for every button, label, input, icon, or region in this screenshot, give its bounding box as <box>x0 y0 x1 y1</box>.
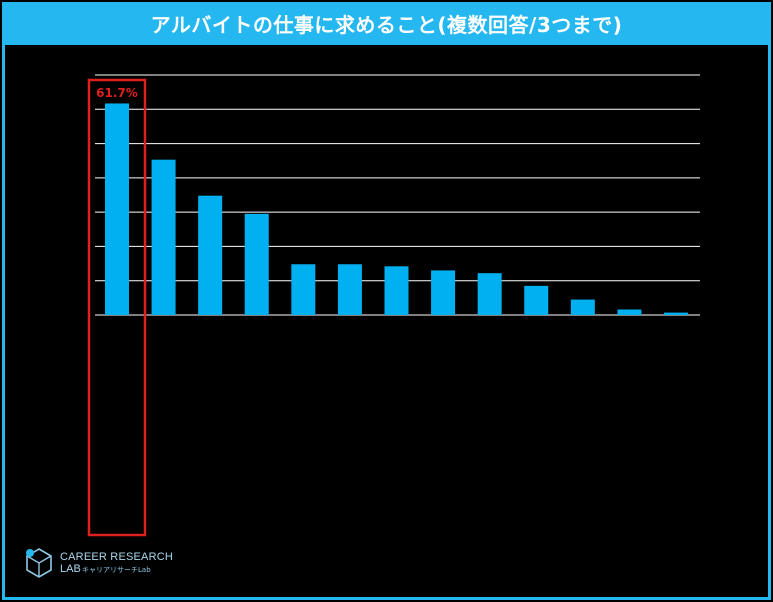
logo-text: CAREER RESEARCH <box>60 551 174 563</box>
logo-subtext: キャリアリサーチLab <box>82 566 151 574</box>
bar <box>524 285 549 315</box>
chart-title: アルバイトの仕事に求めること(複数回答/3つまで) <box>5 5 768 45</box>
bar <box>198 195 223 315</box>
cube-logo-icon <box>26 548 52 578</box>
bars <box>105 103 688 315</box>
bar <box>384 266 409 315</box>
bar <box>337 264 362 315</box>
bar <box>244 213 269 315</box>
bar <box>431 270 456 315</box>
logo-lab-text: LAB <box>60 563 81 575</box>
bar <box>105 103 129 315</box>
bar <box>477 273 502 315</box>
career-research-lab-logo: CAREER RESEARCH LAB キャリアリサーチLab <box>22 545 192 581</box>
gridlines <box>95 74 700 316</box>
bar <box>291 264 316 315</box>
bar <box>664 312 688 315</box>
bar <box>570 299 595 315</box>
highlight-value-label: 61.7% <box>96 86 138 100</box>
highlight-box <box>87 78 147 537</box>
bar <box>617 309 642 315</box>
bar <box>151 159 176 315</box>
